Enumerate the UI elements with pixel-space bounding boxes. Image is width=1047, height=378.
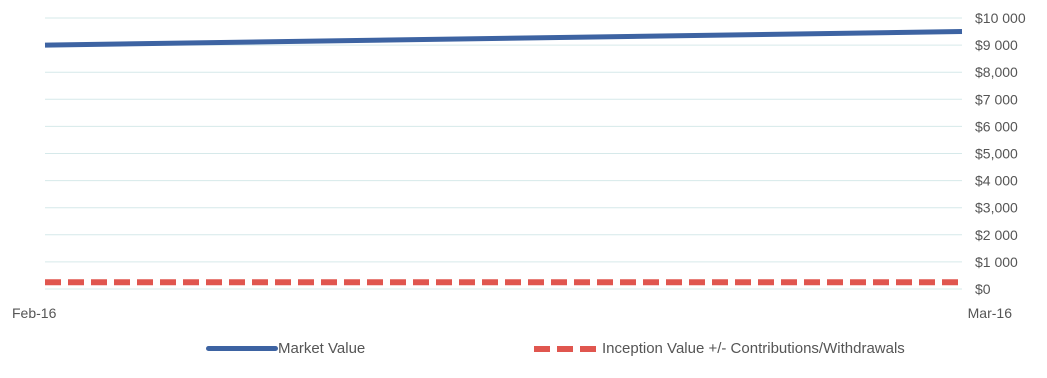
chart: $0 $1 000 $2 000 $3,000 $4 000 $5,000 $6 000 $7… bbox=[12, 10, 1026, 321]
y-tick-label: $4 000 bbox=[975, 173, 1018, 189]
y-tick-label: $8,000 bbox=[975, 64, 1018, 80]
x-tick-label: Mar-16 bbox=[968, 305, 1013, 321]
series-lines bbox=[44, 29, 963, 286]
y-tick-label: $1 000 bbox=[975, 254, 1018, 270]
y-tick-label: $10 000 bbox=[975, 10, 1026, 26]
y-tick-label: $5,000 bbox=[975, 146, 1018, 162]
y-tick-label: $0 bbox=[975, 281, 991, 297]
legend-label-inception-value: Inception Value +/- Contributions/Withdr… bbox=[602, 340, 905, 357]
y-tick-label: $6 000 bbox=[975, 118, 1018, 134]
y-tick-label: $7 000 bbox=[975, 91, 1018, 107]
legend: Market Value Inception Value +/- Contrib… bbox=[0, 340, 1047, 370]
legend-item-market-value: Market Value bbox=[206, 340, 365, 357]
y-tick-label: $2 000 bbox=[975, 227, 1018, 243]
gridlines bbox=[45, 17, 962, 290]
legend-item-inception-value: Inception Value +/- Contributions/Withdr… bbox=[534, 340, 905, 357]
legend-swatch-inception-value bbox=[534, 345, 600, 352]
series-line-0 bbox=[44, 29, 963, 48]
y-tick-label: $9 000 bbox=[975, 37, 1018, 53]
x-axis-tick-labels: Feb-16 Mar-16 bbox=[12, 305, 1012, 321]
legend-swatch-market-value bbox=[206, 346, 278, 351]
x-tick-label: Feb-16 bbox=[12, 305, 57, 321]
y-tick-label: $3,000 bbox=[975, 200, 1018, 216]
legend-label-market-value: Market Value bbox=[278, 340, 366, 357]
y-axis-tick-labels: $0 $1 000 $2 000 $3,000 $4 000 $5,000 $6 000 $7… bbox=[975, 10, 1026, 297]
